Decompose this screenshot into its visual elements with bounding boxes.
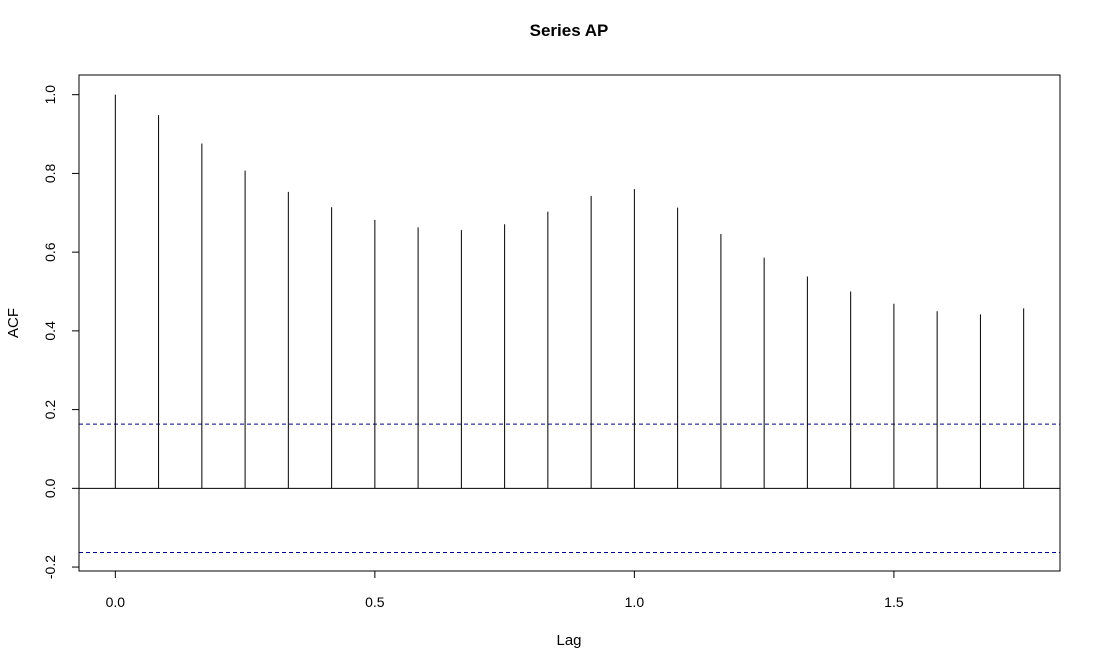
plot-frame — [78, 74, 1061, 572]
x-axis-label: Lag — [556, 632, 581, 649]
acf-bars — [114, 94, 1025, 489]
y-tick-label: 0.4 — [42, 321, 58, 341]
y-tick-label: 1.0 — [42, 85, 58, 105]
x-axis: 0.0 0.5 1.0 1.5 — [106, 570, 904, 610]
confidence-bounds — [79, 423, 1060, 553]
x-tick-label: 0.0 — [106, 594, 126, 610]
y-tick-label: 0.6 — [42, 242, 58, 262]
y-tick-label: 0.2 — [42, 400, 58, 420]
y-tick-label: -0.2 — [42, 555, 58, 579]
x-tick-label: 1.5 — [884, 594, 904, 610]
x-tick-label: 1.0 — [625, 594, 645, 610]
y-tick-label: 0.0 — [42, 478, 58, 498]
y-axis: -0.2 0.0 0.2 0.4 0.6 0.8 1.0 — [42, 85, 80, 579]
y-tick-label: 0.8 — [42, 163, 58, 183]
chart-title: Series AP — [530, 21, 609, 40]
y-axis-label: ACF — [5, 308, 22, 338]
x-tick-label: 0.5 — [365, 594, 385, 610]
